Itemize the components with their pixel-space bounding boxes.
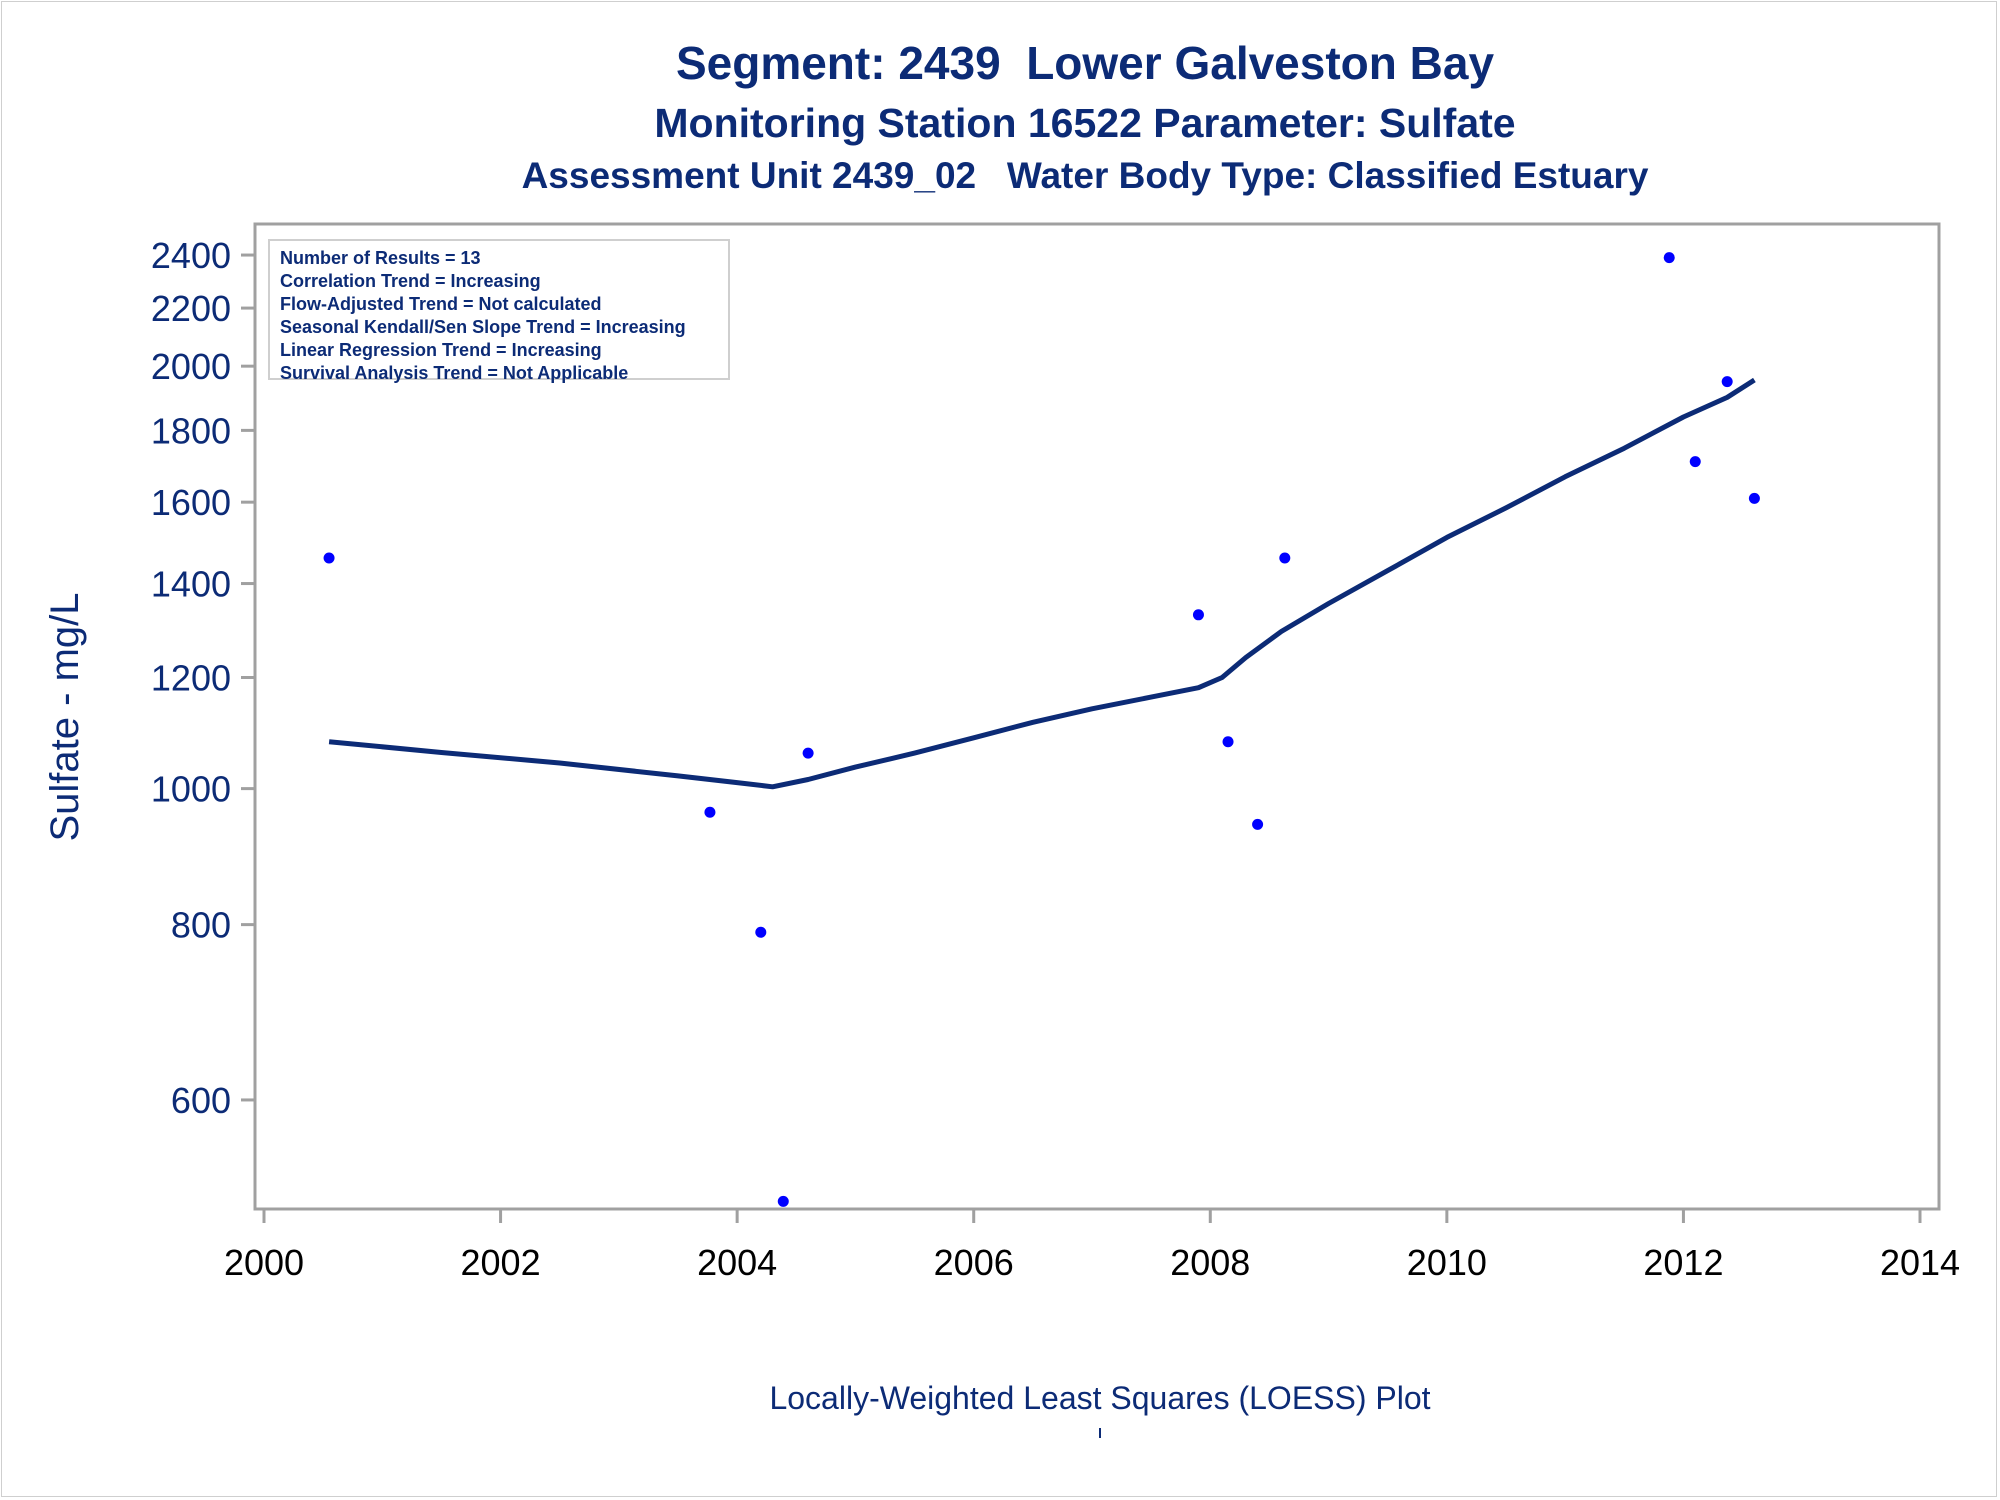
y-tick-label: 1400 [151,564,231,605]
info-line: Seasonal Kendall/Sen Slope Trend = Incre… [280,317,686,337]
chart-subtitle-2: Assessment Unit 2439_02 Water Body Type:… [521,155,1649,196]
x-tick-label: 2004 [697,1242,777,1283]
y-tick-label: 1200 [151,657,231,698]
data-point [1689,456,1701,468]
plot-area-border [253,222,1941,1211]
x-tick-label: 2000 [224,1242,304,1283]
y-tick-label: 600 [171,1080,231,1121]
y-tick-label: 2400 [151,235,231,276]
y-tick-label: 2200 [151,288,231,329]
data-point [323,552,335,564]
data-point [1222,736,1234,748]
x-axis: 2000 2002 2004 2006 2008 2010 2012 2014 [224,1209,1960,1283]
trend-info-box: Number of Results = 13 Correlation Trend… [268,239,730,383]
y-axis-label: Sulfate - mg/L [43,592,87,841]
x-tick-label: 2002 [461,1242,541,1283]
y-tick-label: 2000 [151,346,231,387]
info-line: Correlation Trend = Increasing [280,271,541,291]
info-line: Survival Analysis Trend = Not Applicable [280,363,629,383]
x-tick-label: 2008 [1170,1242,1250,1283]
footnote-mark [1099,1428,1101,1438]
x-tick-label: 2014 [1880,1242,1960,1283]
y-tick-label: 1600 [151,482,231,523]
y-tick-label: 1800 [151,410,231,451]
data-point [1748,492,1760,504]
info-line: Flow-Adjusted Trend = Not calculated [280,294,602,314]
data-point [755,926,767,938]
data-point [704,806,716,818]
data-point [1663,252,1675,264]
data-point [1279,552,1291,564]
y-tick-label: 800 [171,905,231,946]
data-point [802,747,814,759]
x-tick-label: 2012 [1643,1242,1723,1283]
data-point [1192,609,1204,621]
info-line: Number of Results = 13 [280,248,481,268]
data-point [1252,818,1264,830]
x-tick-label: 2010 [1407,1242,1487,1283]
x-tick-label: 2006 [934,1242,1014,1283]
y-axis: 600 800 1000 1200 1400 1600 1800 2000 2200 2400 [151,235,255,1121]
loess-line [328,377,1756,790]
chart-footnote: Locally-Weighted Least Squares (LOESS) P… [769,1380,1431,1416]
chart-title: Segment: 2439 Lower Galveston Bay [675,37,1495,89]
data-points [323,252,1760,1207]
data-point [777,1195,789,1207]
info-line: Linear Regression Trend = Increasing [280,340,602,360]
y-tick-label: 1000 [151,769,231,810]
data-point [1721,376,1733,388]
chart-subtitle: Monitoring Station 16522 Parameter: Sulf… [654,100,1516,146]
